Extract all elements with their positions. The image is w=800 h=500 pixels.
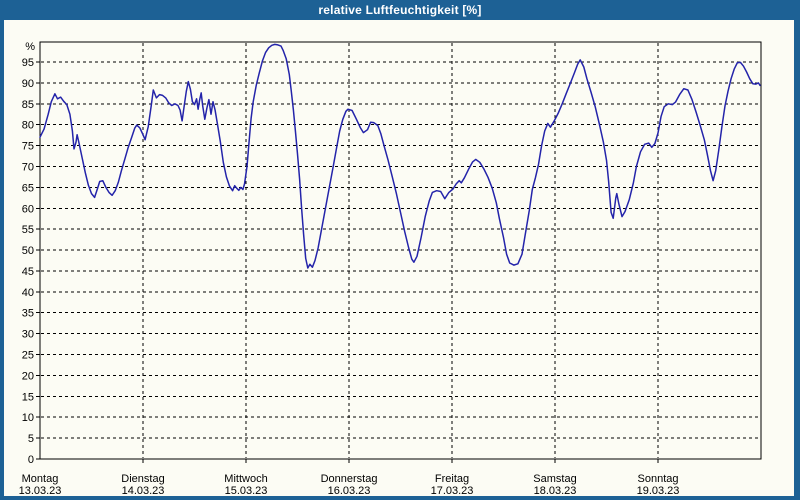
y-tick-label: 55 <box>22 224 34 236</box>
x-axis-date-label: 13.03.23 <box>19 485 62 496</box>
x-axis-date-label: 14.03.23 <box>122 485 165 496</box>
window-titlebar[interactable]: relative Luftfeuchtigkeit [%] <box>0 0 800 20</box>
y-tick-label: 60 <box>22 203 34 215</box>
x-axis-date-label: 15.03.23 <box>225 485 268 496</box>
x-axis-day-label: Donnerstag <box>321 473 378 485</box>
x-axis-day-label: Samstag <box>533 473 576 485</box>
y-tick-label: 45 <box>22 266 34 278</box>
y-tick-label: 30 <box>22 329 34 341</box>
y-tick-label: 35 <box>22 308 34 320</box>
y-tick-label: 95 <box>22 57 34 69</box>
plot-border <box>39 41 762 460</box>
y-tick-label: 70 <box>22 161 34 173</box>
chart-content: 95 90 85 80 75 70 65 60 55 50 45 40 35 30 25 20 15 10 5 0% M… <box>4 20 794 496</box>
y-tick-label: 10 <box>22 412 34 424</box>
y-tick-label: 5 <box>28 433 34 445</box>
x-axis-day-label: Sonntag <box>638 473 679 485</box>
chart-title: relative Luftfeuchtigkeit [%] <box>318 3 482 17</box>
y-tick-label: 15 <box>22 391 34 403</box>
humidity-chart: 95908580757065605550454035302520151050%M… <box>19 41 762 496</box>
x-axis-date-label: 16.03.23 <box>328 485 371 496</box>
y-tick-label: 40 <box>22 287 34 299</box>
y-tick-label: 0 <box>28 454 34 466</box>
y-tick-label: 25 <box>22 350 34 362</box>
y-tick-label: 20 <box>22 370 34 382</box>
y-tick-label: 75 <box>22 141 34 153</box>
y-tick-label: 80 <box>22 120 34 132</box>
humidity-line <box>39 43 761 269</box>
x-axis-day-label: Dienstag <box>121 473 164 485</box>
x-axis-date-label: 17.03.23 <box>431 485 474 496</box>
x-axis-date-label: 18.03.23 <box>534 485 577 496</box>
x-axis-day-label: Montag <box>22 473 59 485</box>
y-axis-unit-label: % <box>25 41 35 53</box>
x-axis-day-label: Freitag <box>435 473 469 485</box>
y-tick-label: 65 <box>22 182 34 194</box>
x-axis-day-label: Mittwoch <box>224 473 267 485</box>
y-tick-label: 85 <box>22 99 34 111</box>
vertical-gridlines <box>142 43 659 458</box>
y-tick-label: 90 <box>22 78 34 90</box>
y-tick-label: 50 <box>22 245 34 257</box>
x-axis-date-label: 19.03.23 <box>637 485 680 496</box>
